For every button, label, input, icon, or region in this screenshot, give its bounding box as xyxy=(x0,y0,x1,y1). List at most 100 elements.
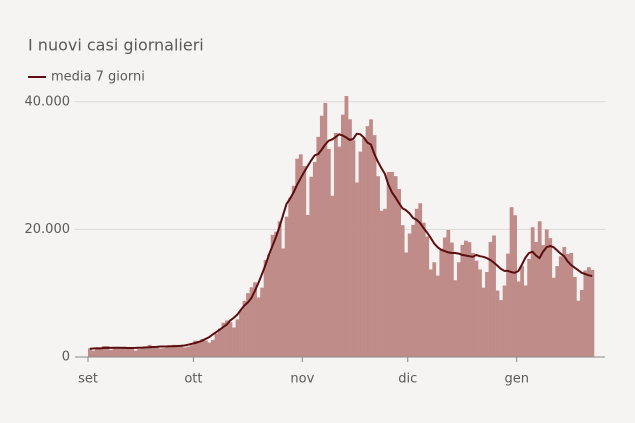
bar xyxy=(109,349,113,357)
bar xyxy=(172,344,177,357)
bar xyxy=(158,348,163,357)
bar xyxy=(365,126,370,358)
bar xyxy=(263,260,268,357)
bar xyxy=(544,229,549,357)
bar xyxy=(414,208,419,357)
bar xyxy=(123,346,127,357)
bar xyxy=(260,287,264,357)
bar xyxy=(586,267,591,357)
bar xyxy=(492,235,496,357)
bar xyxy=(558,256,563,357)
bar xyxy=(488,241,493,357)
bar xyxy=(530,227,535,357)
bar xyxy=(565,253,570,357)
bar xyxy=(355,182,359,357)
bar xyxy=(102,345,106,357)
bar xyxy=(551,277,556,357)
bar xyxy=(344,96,349,357)
bar xyxy=(126,347,131,357)
bar xyxy=(460,244,465,357)
bar xyxy=(144,346,149,357)
bar xyxy=(242,300,247,357)
bar xyxy=(277,221,282,357)
bar xyxy=(572,276,577,357)
bar xyxy=(235,319,240,357)
bar xyxy=(516,281,521,357)
bar xyxy=(348,119,352,357)
bar xyxy=(333,133,338,357)
bar xyxy=(502,285,507,357)
bar xyxy=(397,189,402,357)
bar xyxy=(527,258,532,357)
bar xyxy=(151,346,156,357)
bar xyxy=(474,260,479,357)
bar xyxy=(193,340,198,357)
bar xyxy=(579,290,584,357)
bar xyxy=(186,346,191,357)
bar xyxy=(439,248,444,357)
x-tick-label: dic xyxy=(398,372,417,387)
bar xyxy=(298,154,303,357)
bar xyxy=(449,242,454,357)
bar xyxy=(225,320,229,357)
y-tick-label: 0 xyxy=(62,350,70,365)
bar xyxy=(456,262,461,357)
bar xyxy=(537,221,542,357)
bar xyxy=(362,138,366,357)
bar xyxy=(509,207,514,357)
bar xyxy=(590,270,595,357)
bar xyxy=(179,345,184,357)
bar xyxy=(246,293,250,357)
bar xyxy=(407,233,412,357)
bar xyxy=(446,229,451,357)
bar xyxy=(207,342,212,357)
bar xyxy=(323,102,328,358)
bar xyxy=(404,252,409,357)
bar xyxy=(390,171,395,357)
bar xyxy=(239,310,243,357)
bar xyxy=(541,245,546,357)
bar xyxy=(140,347,145,357)
bar xyxy=(312,162,317,357)
bar xyxy=(379,210,384,357)
bar xyxy=(288,197,293,357)
bar xyxy=(432,262,437,357)
bar xyxy=(386,171,391,357)
bar xyxy=(305,215,310,357)
bar xyxy=(214,333,219,357)
bar xyxy=(291,185,296,357)
bar xyxy=(341,114,345,358)
bar xyxy=(569,252,574,357)
bar xyxy=(200,338,205,357)
bar xyxy=(400,225,405,357)
bar xyxy=(98,348,103,357)
bar xyxy=(147,344,152,357)
bar xyxy=(309,176,314,357)
y-tick-label: 20.000 xyxy=(25,222,71,237)
bar xyxy=(428,269,433,357)
bar xyxy=(562,246,567,357)
bar xyxy=(218,328,222,357)
bar xyxy=(133,350,138,357)
bar xyxy=(411,224,416,357)
bar xyxy=(326,148,331,357)
bar xyxy=(442,237,447,357)
bar xyxy=(376,176,380,357)
bar xyxy=(119,346,124,357)
bar xyxy=(453,280,458,357)
bar xyxy=(274,231,279,357)
bar xyxy=(485,272,489,357)
x-tick-label: nov xyxy=(290,372,314,387)
bar xyxy=(506,253,510,357)
bar xyxy=(499,300,503,357)
bar xyxy=(270,234,275,357)
bar xyxy=(372,135,377,357)
bar xyxy=(221,322,226,357)
bar xyxy=(369,119,373,358)
bar xyxy=(425,236,430,357)
bar xyxy=(175,345,180,357)
bar xyxy=(421,222,426,357)
bar xyxy=(284,216,289,357)
bar xyxy=(228,322,233,357)
